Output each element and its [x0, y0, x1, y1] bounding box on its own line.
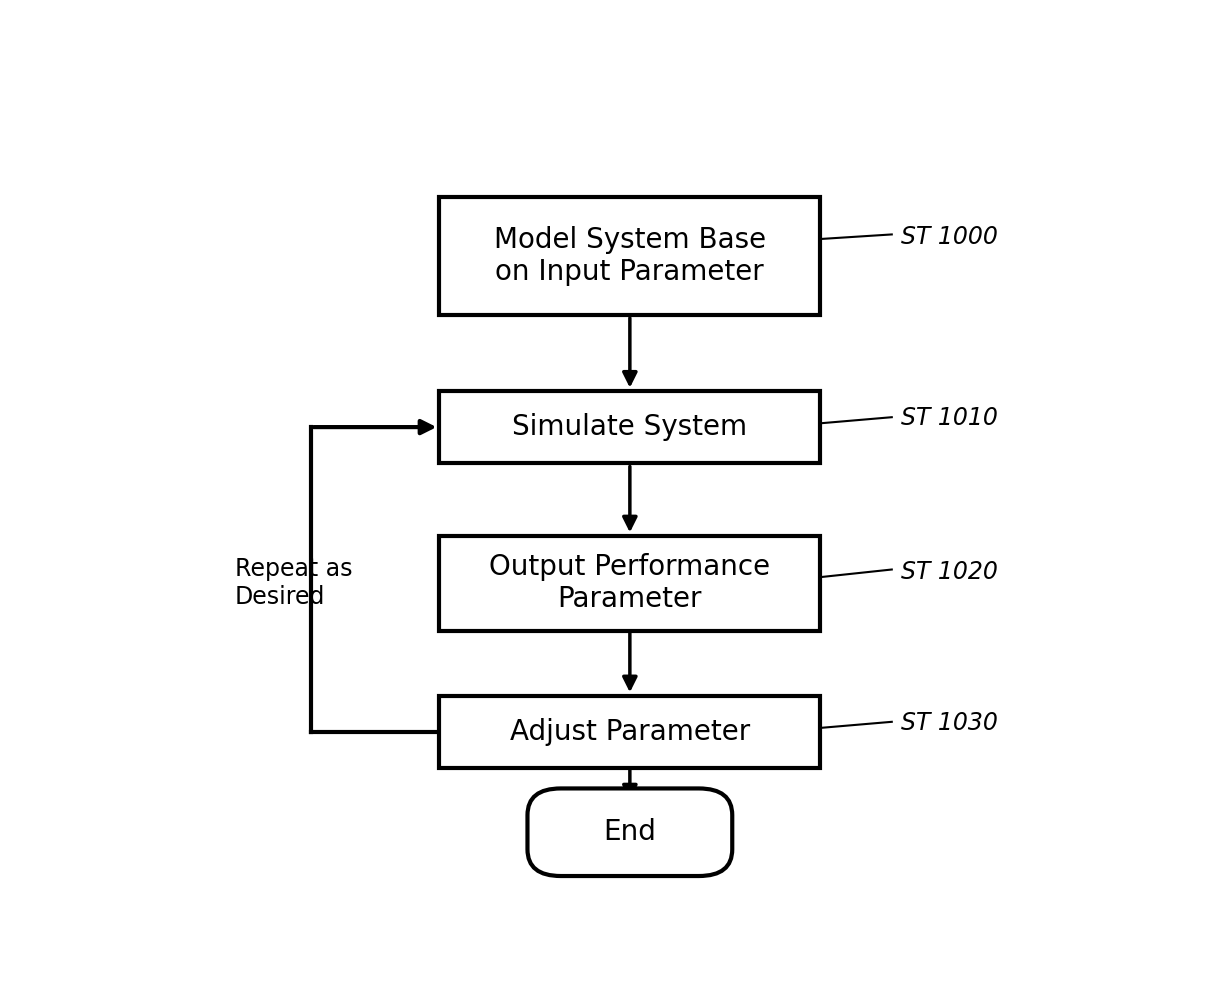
Text: ST 1020: ST 1020	[901, 560, 998, 584]
Text: End: End	[603, 818, 656, 847]
Text: Model System Base
on Input Parameter: Model System Base on Input Parameter	[494, 225, 766, 286]
Text: Repeat as
Desired: Repeat as Desired	[235, 558, 351, 609]
FancyBboxPatch shape	[440, 695, 821, 767]
Text: ST 1010: ST 1010	[901, 405, 998, 430]
FancyBboxPatch shape	[527, 788, 732, 876]
FancyBboxPatch shape	[440, 391, 821, 463]
Text: ST 1030: ST 1030	[901, 710, 998, 735]
FancyBboxPatch shape	[440, 197, 821, 315]
Text: Simulate System: Simulate System	[512, 413, 747, 441]
Text: Output Performance
Parameter: Output Performance Parameter	[489, 553, 771, 613]
Text: Adjust Parameter: Adjust Parameter	[510, 718, 750, 746]
FancyBboxPatch shape	[440, 536, 821, 631]
Text: ST 1000: ST 1000	[901, 225, 998, 248]
